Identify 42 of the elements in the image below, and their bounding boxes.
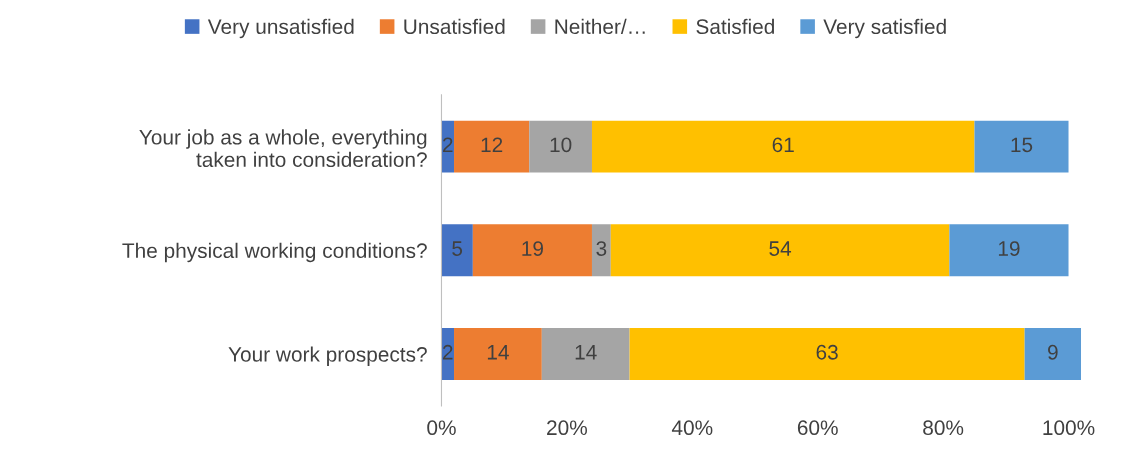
data-label: 12 <box>481 137 503 152</box>
x-tick-label: 40% <box>671 420 713 436</box>
legend-label: Satisfied <box>696 18 774 35</box>
data-label: 19 <box>998 241 1020 256</box>
data-label: 15 <box>1011 137 1033 153</box>
data-label: 14 <box>487 345 509 360</box>
x-tick-label: 0% <box>427 420 456 436</box>
data-label: 63 <box>816 344 838 360</box>
data-label: 2 <box>443 137 453 152</box>
bar <box>472 224 592 277</box>
data-label: 5 <box>452 241 463 256</box>
x-tick-label: 60% <box>797 420 838 436</box>
bar <box>591 224 611 277</box>
data-label: 3 <box>596 241 607 256</box>
bar <box>974 120 1069 173</box>
bar <box>541 328 630 380</box>
x-tick-label: 100% <box>1043 420 1095 436</box>
data-label: 9 <box>1048 344 1058 360</box>
x-tick-label: 80% <box>923 420 964 436</box>
bar <box>949 224 1069 277</box>
bar <box>591 120 975 173</box>
bar <box>454 328 542 380</box>
bar <box>441 224 473 277</box>
bar <box>529 120 592 173</box>
y-tick-label: The physical working conditions? <box>122 242 427 263</box>
data-label: 10 <box>550 137 572 153</box>
data-label: 54 <box>769 241 792 256</box>
bar <box>610 224 950 277</box>
legend-label: Very unsatisfied <box>207 18 354 39</box>
data-label: 2 <box>443 344 453 360</box>
legend-label: Unsatisfied <box>404 18 505 35</box>
bar <box>454 120 530 173</box>
y-tick-label: Your job as a whole, everything taken into consideration? <box>139 129 427 168</box>
data-label: 61 <box>772 137 794 153</box>
y-tick-label: Your work prospects? <box>228 346 427 366</box>
bar <box>629 328 1025 380</box>
legend-label: Very satisfied <box>823 18 946 39</box>
legend-label: Neither/… <box>555 18 645 35</box>
bar <box>1024 328 1082 380</box>
data-label: 19 <box>522 241 543 256</box>
data-label: 14 <box>575 345 597 360</box>
x-tick-label: 20% <box>547 420 587 436</box>
